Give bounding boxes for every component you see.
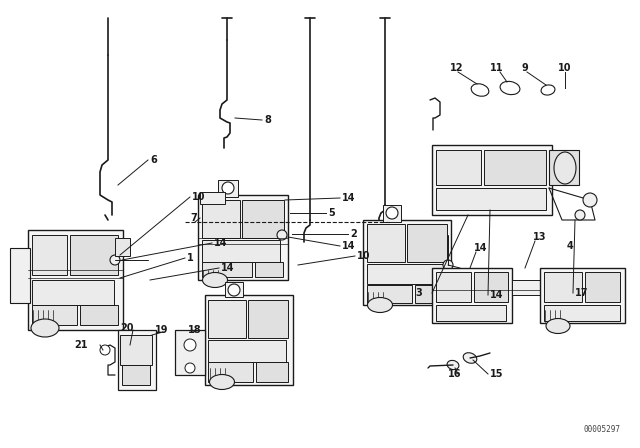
Circle shape	[185, 363, 195, 373]
Ellipse shape	[367, 297, 392, 313]
Bar	[242, 200, 284, 238]
Ellipse shape	[31, 319, 59, 337]
Ellipse shape	[546, 319, 570, 333]
Ellipse shape	[554, 152, 576, 184]
Bar	[436, 305, 506, 321]
Circle shape	[583, 193, 597, 207]
Text: 19: 19	[155, 325, 168, 335]
Bar	[512, 280, 542, 295]
Bar	[484, 150, 546, 185]
Text: 16: 16	[448, 369, 461, 379]
Bar	[70, 235, 118, 275]
Bar	[363, 220, 451, 305]
Bar	[202, 200, 240, 238]
Text: 2: 2	[350, 229, 356, 239]
Bar	[367, 224, 405, 262]
Bar	[415, 285, 445, 303]
Circle shape	[100, 345, 110, 355]
Bar	[118, 330, 156, 390]
Ellipse shape	[209, 375, 234, 389]
Text: 15: 15	[490, 369, 504, 379]
Bar	[205, 295, 293, 385]
Text: 11: 11	[490, 63, 504, 73]
Circle shape	[575, 210, 585, 220]
Bar	[208, 340, 286, 362]
Circle shape	[277, 230, 287, 240]
Text: 14: 14	[342, 241, 355, 251]
Bar	[367, 285, 412, 303]
Text: 10: 10	[192, 192, 205, 202]
Text: 10: 10	[357, 251, 371, 261]
Ellipse shape	[463, 353, 477, 363]
Text: 14: 14	[342, 193, 355, 203]
Bar	[383, 205, 401, 222]
Bar	[549, 150, 579, 185]
Text: 1: 1	[187, 253, 194, 263]
Bar	[208, 362, 253, 382]
Bar	[198, 195, 288, 280]
Bar	[175, 330, 205, 375]
Text: 9: 9	[522, 63, 529, 73]
Ellipse shape	[541, 85, 555, 95]
Text: 6: 6	[150, 155, 157, 165]
Text: 12: 12	[450, 63, 463, 73]
Bar	[248, 300, 288, 338]
Ellipse shape	[447, 360, 459, 370]
Bar	[115, 238, 130, 256]
Text: 20: 20	[120, 323, 134, 333]
Circle shape	[222, 182, 234, 194]
Bar	[407, 224, 447, 262]
Circle shape	[443, 260, 453, 270]
Ellipse shape	[202, 272, 227, 288]
Text: 14: 14	[221, 263, 234, 273]
Bar	[585, 272, 620, 302]
Text: 18: 18	[188, 325, 202, 335]
Bar	[225, 282, 243, 297]
Circle shape	[386, 207, 398, 219]
Bar	[80, 305, 118, 325]
Bar	[122, 365, 150, 385]
Bar	[436, 150, 481, 185]
Text: 17: 17	[575, 288, 589, 298]
Bar	[200, 192, 225, 204]
Text: 13: 13	[533, 232, 547, 242]
Bar	[367, 264, 445, 284]
Circle shape	[110, 255, 120, 265]
Bar	[256, 362, 288, 382]
Bar	[474, 272, 508, 302]
Text: 4: 4	[567, 241, 573, 251]
Bar	[544, 305, 620, 321]
Text: 14: 14	[474, 243, 488, 253]
Bar	[255, 262, 283, 277]
Ellipse shape	[500, 82, 520, 95]
Bar	[436, 188, 546, 210]
Bar	[202, 240, 280, 262]
Bar	[540, 268, 625, 323]
Text: 7: 7	[190, 213, 196, 223]
Text: 10: 10	[558, 63, 572, 73]
Ellipse shape	[471, 84, 489, 96]
Text: 21: 21	[74, 340, 88, 350]
Circle shape	[228, 284, 240, 296]
Text: 3: 3	[415, 288, 422, 298]
Bar	[436, 272, 471, 302]
Text: 5: 5	[328, 208, 335, 218]
Bar	[544, 272, 582, 302]
Circle shape	[184, 339, 196, 351]
Bar	[120, 335, 152, 365]
Bar	[208, 300, 246, 338]
Bar	[10, 248, 30, 303]
Text: 14: 14	[490, 290, 504, 300]
Bar	[218, 180, 238, 197]
Bar	[432, 268, 512, 323]
Bar	[28, 230, 123, 330]
Text: 00005297: 00005297	[583, 426, 620, 435]
Bar	[32, 235, 67, 275]
Bar	[32, 305, 77, 325]
Text: 8: 8	[264, 115, 271, 125]
Bar	[202, 262, 252, 277]
Bar	[432, 145, 552, 215]
Bar	[32, 280, 114, 305]
Text: 14: 14	[214, 238, 227, 248]
